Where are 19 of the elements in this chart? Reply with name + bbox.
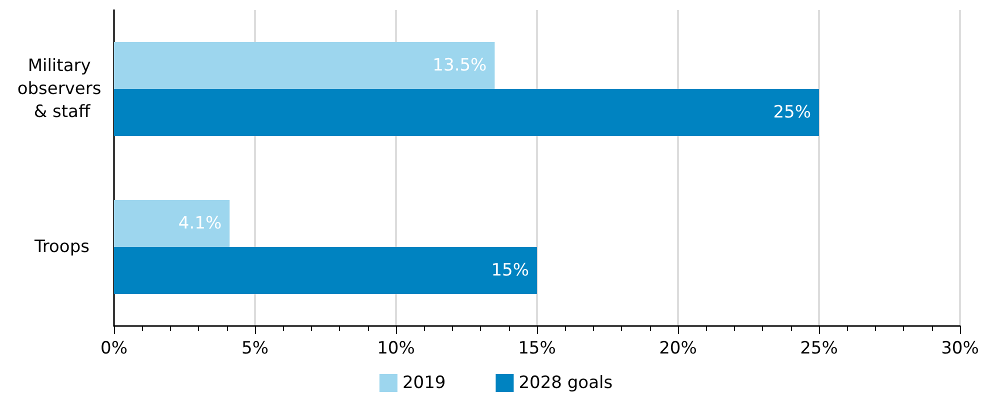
bar [114,247,537,294]
x-tick-label: 20% [659,338,697,358]
bar [114,89,819,136]
legend-label: 2019 [402,373,446,393]
y-tick-label: Troops [34,237,90,257]
data-label: 13.5% [432,56,487,76]
x-tick-label: 30% [941,338,979,358]
y-tick-label: Military observers & staff [17,56,107,122]
x-tick-label: 0% [100,338,128,358]
data-label: 15% [491,260,529,280]
x-tick-label: 15% [518,338,556,358]
bar [114,42,495,89]
data-label: 4.1% [178,214,222,234]
x-tick-label: 5% [242,338,268,358]
data-label: 25% [773,102,811,122]
legend-label: 2028 goals [518,373,613,393]
bar [114,200,230,247]
x-tick-label: 25% [800,338,838,358]
x-tick-label: 10% [377,338,415,358]
